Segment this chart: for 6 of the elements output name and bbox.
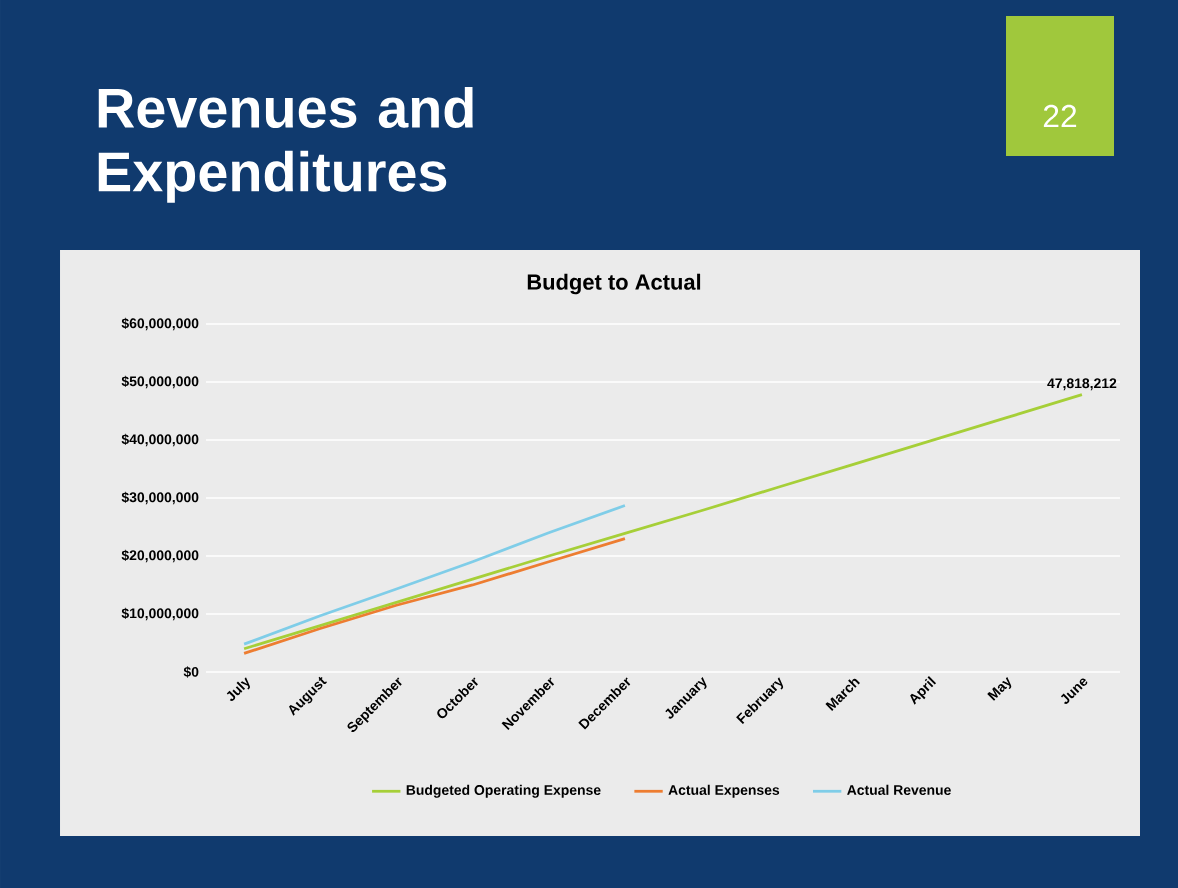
text: 22	[1043, 104, 1077, 128]
chart-subtitle: Budget to Actual	[527, 273, 701, 295]
chart-title: Revenues and Expenditures	[98, 87, 473, 203]
line-series	[242, 393, 1084, 651]
line-series	[242, 504, 627, 646]
line-series	[242, 537, 627, 655]
